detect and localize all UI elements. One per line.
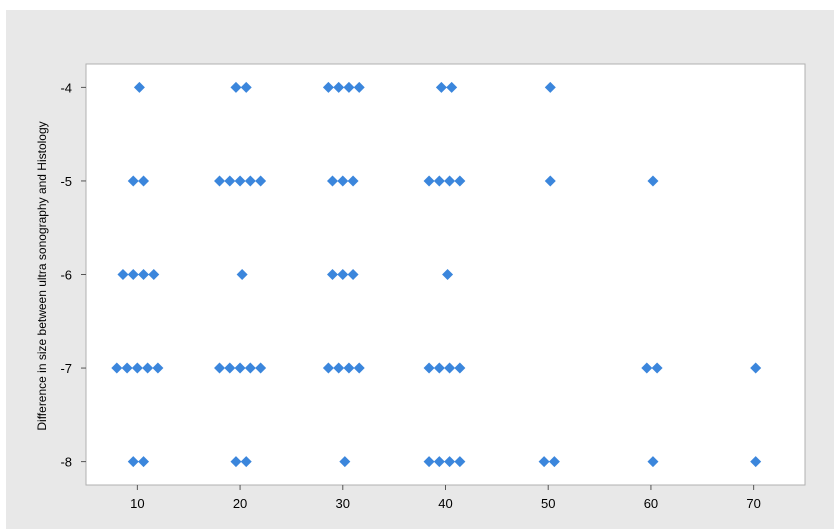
data-point-diamond <box>142 362 154 374</box>
data-point-diamond <box>138 269 150 280</box>
x-tick-label: 70 <box>746 496 760 511</box>
data-point-diamond <box>127 269 139 280</box>
data-point-diamond <box>236 269 248 280</box>
data-point-diamond <box>423 175 435 187</box>
data-points <box>111 81 762 468</box>
data-point-diamond <box>133 81 145 93</box>
data-point-diamond <box>131 362 143 374</box>
data-point-diamond <box>240 81 252 93</box>
data-point-diamond <box>214 175 226 187</box>
data-point-diamond <box>641 362 653 374</box>
data-point-diamond <box>333 81 345 93</box>
data-point-diamond <box>327 175 339 187</box>
data-point-diamond <box>544 81 556 93</box>
data-point-diamond <box>244 362 256 374</box>
data-point-diamond <box>240 456 252 468</box>
data-point-diamond <box>444 362 456 374</box>
data-point-diamond <box>444 175 456 187</box>
data-point-diamond <box>442 269 454 280</box>
y-tick-label: -4 <box>60 80 72 95</box>
data-point-diamond <box>127 175 139 187</box>
data-point-diamond <box>214 362 226 374</box>
data-point-diamond <box>750 456 762 468</box>
data-point-diamond <box>647 175 659 187</box>
data-point-diamond <box>322 81 334 93</box>
data-point-diamond <box>230 456 242 468</box>
data-point-diamond <box>433 456 445 468</box>
data-point-diamond <box>423 456 435 468</box>
data-point-diamond <box>347 269 359 280</box>
data-point-diamond <box>347 175 359 187</box>
data-point-diamond <box>337 175 349 187</box>
y-tick-label: -6 <box>60 268 72 283</box>
data-point-diamond <box>148 269 160 280</box>
data-point-diamond <box>538 456 550 468</box>
x-tick-label: 30 <box>336 496 350 511</box>
data-point-diamond <box>244 175 256 187</box>
data-point-diamond <box>230 81 242 93</box>
data-point-diamond <box>339 456 351 468</box>
data-point-diamond <box>333 362 345 374</box>
y-axis-label: Difference in size between ultra sonogra… <box>35 121 49 430</box>
x-tick-label: 50 <box>541 496 555 511</box>
data-point-diamond <box>651 362 663 374</box>
data-point-diamond <box>444 456 456 468</box>
data-point-diamond <box>446 81 458 93</box>
x-tick-label: 20 <box>233 496 247 511</box>
data-point-diamond <box>152 362 164 374</box>
data-point-diamond <box>647 456 659 468</box>
data-point-diamond <box>234 175 246 187</box>
y-tick-label: -7 <box>60 361 72 376</box>
data-point-diamond <box>121 362 133 374</box>
data-point-diamond <box>337 269 349 280</box>
x-tick-label: 40 <box>438 496 452 511</box>
y-tick-label: -5 <box>60 174 72 189</box>
data-point-diamond <box>322 362 334 374</box>
axes: 10 20 30 40 50 60 70 -4 -5 -6 -7 -8 <box>60 80 760 511</box>
data-point-diamond <box>433 362 445 374</box>
data-point-diamond <box>435 81 447 93</box>
data-point-diamond <box>255 175 267 187</box>
data-point-diamond <box>343 81 355 93</box>
data-point-diamond <box>327 269 339 280</box>
x-tick-label: 60 <box>644 496 658 511</box>
data-point-diamond <box>548 456 560 468</box>
data-point-diamond <box>255 362 267 374</box>
data-point-diamond <box>423 362 435 374</box>
data-point-diamond <box>138 456 150 468</box>
data-point-diamond <box>224 175 236 187</box>
data-point-diamond <box>433 175 445 187</box>
data-point-diamond <box>750 362 762 374</box>
data-point-diamond <box>224 362 236 374</box>
data-point-diamond <box>353 81 365 93</box>
data-point-diamond <box>127 456 139 468</box>
data-point-diamond <box>454 362 466 374</box>
data-point-diamond <box>138 175 150 187</box>
x-tick-label: 10 <box>130 496 144 511</box>
data-point-diamond <box>117 269 129 280</box>
data-point-diamond <box>454 175 466 187</box>
data-point-diamond <box>111 362 123 374</box>
data-point-diamond <box>234 362 246 374</box>
data-point-diamond <box>454 456 466 468</box>
data-point-diamond <box>544 175 556 187</box>
data-point-diamond <box>343 362 355 374</box>
data-point-diamond <box>353 362 365 374</box>
y-tick-label: -8 <box>60 455 72 470</box>
